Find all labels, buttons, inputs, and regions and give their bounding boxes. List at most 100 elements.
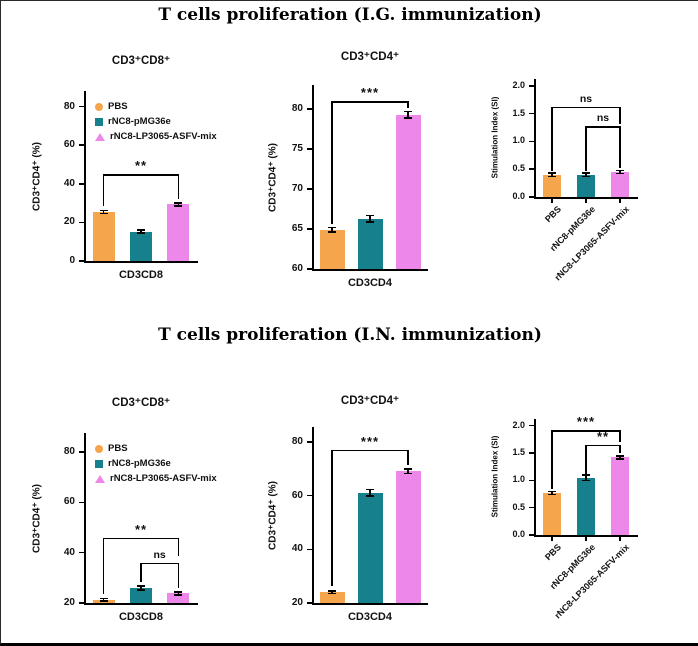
bar-pbs (92, 212, 115, 261)
significance-bracket-leg (619, 126, 621, 168)
significance-label: ns (579, 92, 593, 105)
y-tick-mark (307, 228, 312, 230)
y-tick-label: 2.0 (512, 79, 525, 90)
significance-label: ** (134, 521, 148, 537)
error-bar (331, 227, 333, 233)
significance-label: *** (360, 85, 380, 100)
y-tick-label: 1.5 (512, 107, 525, 118)
error-bar-cap (99, 597, 108, 600)
legend-item: rNC8-pMG36e (95, 114, 217, 129)
significance-bracket (140, 562, 180, 565)
y-tick-label: 60 (63, 496, 75, 508)
significance-bracket-leg (331, 101, 333, 224)
chart-ig-si: Stimulation Index (SI) 0.0 0.5 1.0 1.5 2.0 ns n… (483, 59, 697, 301)
significance-bracket (551, 106, 621, 109)
error-bar-cap (616, 169, 624, 172)
significance-bracket-leg (407, 449, 409, 466)
error-bar-cap (582, 175, 590, 178)
error-bar (102, 598, 105, 601)
y-tick-label: 20 (291, 597, 303, 608)
section-title-ig: T cells proliferation (I.G. immunization… (158, 5, 542, 25)
significance-label: ns (596, 112, 610, 125)
error-bar-cap (404, 468, 412, 470)
x-axis (312, 603, 428, 605)
error-bar-cap (582, 474, 590, 476)
y-tick-mark (529, 196, 534, 198)
bar-rnc8-pmg36e (577, 174, 595, 197)
y-tick-label: 40 (63, 546, 75, 558)
error-bar-cap (366, 221, 374, 223)
y-tick-label: 40 (291, 543, 303, 555)
y-tick-label: 60 (291, 489, 303, 501)
chart-in-cd4: CD3⁺CD4⁺ CD3⁺CD4⁺ (%) 20 40 60 80 *** CD3CD4 (259, 387, 459, 641)
y-tick-mark (529, 452, 534, 454)
section-title-in: T cells proliferation (I.N. immunization… (158, 325, 542, 345)
error-bar (140, 230, 142, 234)
legend-item: rNC8-pMG36e (95, 456, 217, 471)
x-axis-label: CD3CD4 (347, 277, 392, 289)
chart-ig-cd8: CD3⁺CD8⁺ CD3⁺CD4⁺ (%) 0 20 40 60 80 ** CD3CD8 PBS… (21, 43, 239, 305)
significance-label: *** (576, 414, 596, 430)
y-tick-label: 2.0 (512, 419, 525, 430)
legend-label: rNC8-LP3065-ASFV-mix (110, 473, 217, 484)
y-tick-mark (529, 479, 534, 482)
error-bar (619, 455, 621, 460)
y-tick-label: 1.5 (512, 447, 525, 458)
significance-bracket-leg (140, 562, 142, 583)
x-axis (312, 269, 428, 271)
y-tick-label: 0 (69, 255, 75, 266)
y-tick-mark (79, 602, 84, 604)
bar-pbs (543, 492, 561, 535)
bar-pbs (319, 592, 345, 603)
y-tick-mark (307, 188, 312, 190)
error-bar (177, 591, 180, 595)
y-tick-label: 80 (63, 446, 75, 458)
bar-rnc8-pmg36e (130, 587, 152, 603)
x-axis-label: CD3CD4 (347, 611, 392, 623)
significance-bracket-leg (177, 562, 180, 588)
y-tick-label: 80 (63, 100, 75, 112)
y-tick-mark (79, 183, 84, 185)
y-tick-label: 0.0 (512, 191, 525, 201)
y-tick-mark (79, 501, 84, 504)
x-axis-label: CD3CD8 (118, 611, 163, 623)
error-bar-cap (582, 172, 590, 174)
significance-bracket (585, 126, 621, 128)
x-axis (84, 261, 198, 263)
y-tick-label: 80 (291, 103, 303, 114)
error-bar-cap (366, 214, 374, 217)
legend-marker-circle (95, 102, 103, 111)
legend-item: PBS (95, 441, 217, 456)
x-axis-label: CD3CD8 (118, 269, 163, 281)
significance-bracket-leg (407, 101, 409, 109)
legend-label: PBS (108, 443, 128, 454)
error-bar (177, 202, 180, 206)
bar-rnc8-pmg36e (357, 492, 383, 603)
y-tick-label: 0.5 (512, 501, 525, 512)
legend-marker-triangle (95, 474, 105, 483)
legend: PBS rNC8-pMG36e rNC8-LP3065-ASFV-mix (95, 99, 217, 144)
y-tick-mark (307, 108, 312, 110)
y-tick-label: 0.0 (512, 529, 525, 539)
chart-ig-cd4: CD3⁺CD4⁺ CD3⁺CD4⁺ (%) 60 65 70 75 80 *** CD3CD4 (259, 43, 459, 311)
y-tick-mark (79, 551, 84, 554)
legend-marker-square (95, 459, 103, 468)
y-tick-label: 1.0 (512, 135, 525, 146)
error-bar-cap (174, 591, 183, 593)
y-tick-mark (529, 112, 534, 115)
y-tick-label: 0.5 (512, 163, 525, 174)
y-tick-mark (529, 85, 534, 87)
legend-marker-square (95, 117, 103, 126)
error-bar (407, 469, 409, 474)
y-tick-mark (79, 260, 84, 262)
error-bar-cap (582, 479, 590, 482)
error-bar-cap (404, 117, 412, 119)
error-bar-cap (328, 592, 336, 595)
bar-rnc8-lp3065-asfv-mix (395, 471, 421, 603)
significance-bracket (551, 430, 621, 432)
significance-bracket-leg (102, 537, 105, 594)
significance-bracket-leg (585, 444, 587, 474)
chart-title: CD3⁺CD8⁺ (111, 397, 171, 409)
x-tick-mark (585, 198, 587, 203)
